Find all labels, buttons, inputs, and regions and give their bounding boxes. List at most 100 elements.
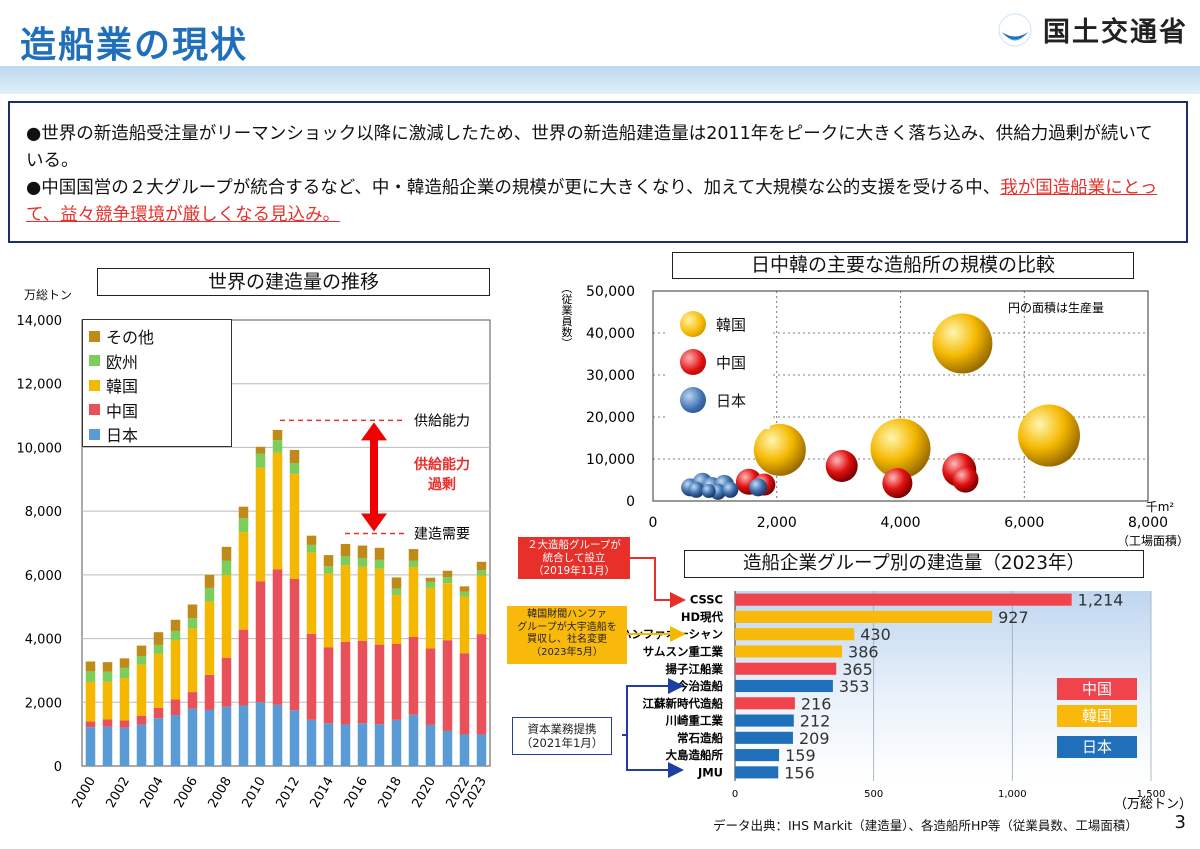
hbar [735, 610, 993, 623]
production-chart-title: 世界の建造量の推移 [97, 268, 490, 296]
y-axis-label-char: 従 [562, 293, 573, 306]
bar-segment [306, 633, 317, 720]
production-legend: その他 欧州 韓国 中国 日本 [82, 319, 232, 447]
hbar [735, 714, 794, 727]
x-tick-label: 1,500 [1137, 789, 1166, 800]
bar-segment [153, 708, 164, 719]
x-tick-label: 1,000 [998, 789, 1027, 800]
legend-swatch-korea [89, 379, 100, 391]
y-tick-label: 30,000 [586, 368, 635, 384]
bar-segment [459, 591, 470, 597]
bubble-japan [749, 478, 768, 497]
bubble-legend-korea-dot [680, 311, 706, 337]
bar-segment [204, 587, 215, 602]
bar-segment [408, 560, 419, 567]
bar-segment [204, 674, 215, 710]
category-label: 川崎重工業 [665, 714, 724, 728]
ministry-emblem-icon [998, 13, 1032, 46]
bar-segment [238, 705, 249, 766]
bar-segment [425, 581, 436, 588]
bar-segment [408, 636, 419, 715]
bar-segment [289, 473, 300, 579]
bar-segment [425, 724, 436, 766]
bar-segment [85, 681, 96, 722]
y-axis-label-char: 業 [562, 304, 573, 317]
bar-segment [136, 645, 147, 657]
bubble-japan [722, 481, 739, 498]
bar-segment [459, 596, 470, 654]
legend-label-europe: 欧州 [106, 352, 139, 372]
legend-item-other: その他 [89, 324, 225, 349]
y-tick-label: 10,000 [586, 452, 635, 468]
bubble-korea [753, 423, 806, 476]
y-tick-label: 4,000 [25, 633, 62, 648]
legend-label-other: その他 [106, 328, 155, 348]
legend-item-japan: 日本 [89, 422, 225, 447]
category-label: CSSC [690, 593, 723, 607]
bar-segment [255, 467, 266, 582]
bar-segment [221, 706, 232, 766]
y-axis-label-char: （ [560, 283, 573, 294]
hbar [735, 749, 780, 762]
bar-segment [102, 671, 113, 682]
bubble-legend-china-dot [680, 349, 706, 375]
bar-segment [306, 719, 317, 766]
bar-segment [272, 704, 283, 766]
bar-segment [204, 709, 215, 766]
y-tick-label: 14,000 [17, 314, 63, 329]
x-tick-label: 500 [864, 789, 883, 800]
bar-segment [357, 557, 368, 567]
bar-segment [272, 440, 283, 453]
x-tick-label: 2018 [375, 775, 405, 811]
value-label: 430 [860, 625, 891, 644]
bar-segment [272, 452, 283, 570]
production-stacked-bar-chart: 0 2,000 4,000 6,000 8,000 10,000 12,000 14,000 2… [17, 314, 491, 811]
x-axis-label: （工場面積） [1117, 533, 1189, 548]
bar-segment [187, 618, 198, 629]
bar-segment [85, 671, 96, 682]
bar-segment [255, 453, 266, 468]
bar-segment [323, 723, 334, 766]
value-label: 353 [839, 677, 870, 696]
page-title: 造船業の現状 [20, 25, 249, 66]
bar-segment [238, 506, 249, 519]
bar-segment [459, 653, 470, 735]
bar-segment [238, 532, 249, 630]
summary-bullet-2: ●中国国営の２大グループが統合するなど、中・韓造船企業の規模が更に大きくなり、加… [26, 175, 1170, 229]
hbar [735, 697, 795, 710]
summary-box: ●世界の新造船受注量がリーマンショック以降に激減したため、世界の新造船建造量は2… [8, 101, 1188, 243]
bar-segment [153, 653, 164, 709]
bar-segment [289, 710, 300, 766]
x-tick-label: 2016 [341, 775, 371, 811]
bubble-legend-china: 中国 [668, 343, 770, 381]
x-tick-label: 8,000 [1128, 515, 1168, 531]
bar-segment [221, 546, 232, 561]
bubble-size-note: 円の面積は生産量 [1008, 300, 1104, 315]
x-tick-label: 0 [649, 515, 658, 531]
bar-segment [340, 641, 351, 725]
y-tick-label: 6,000 [25, 569, 62, 584]
bar-segment [170, 640, 181, 700]
bar-segment [221, 657, 232, 707]
category-label: HD現代 [681, 610, 724, 624]
bubble-legend-china-label: 中国 [716, 353, 747, 372]
bar-segment [357, 723, 368, 766]
bubble-korea [1018, 404, 1080, 467]
summary-bullet-1: ●世界の新造船受注量がリーマンショック以降に激減したため、世界の新造船建造量は2… [26, 124, 1153, 171]
bar-segment [391, 594, 402, 644]
hbar [735, 766, 779, 779]
bar-segment [442, 577, 453, 584]
group-output-chart-title: 造船企業グループ別の建造量（2023年） [684, 550, 1144, 578]
bar-segment [187, 604, 198, 619]
bar-segment [323, 566, 334, 574]
hbar [735, 628, 855, 641]
bar-segment [476, 570, 487, 576]
ministry-name: 国土交通省 [1043, 17, 1188, 48]
bar-segment [323, 555, 334, 567]
legend-swatch-china [89, 404, 100, 416]
bar-segment [459, 586, 470, 592]
hbar [735, 645, 843, 658]
bar-segment [170, 619, 181, 631]
bar-segment [153, 632, 164, 645]
category-label: JMU [697, 765, 723, 779]
